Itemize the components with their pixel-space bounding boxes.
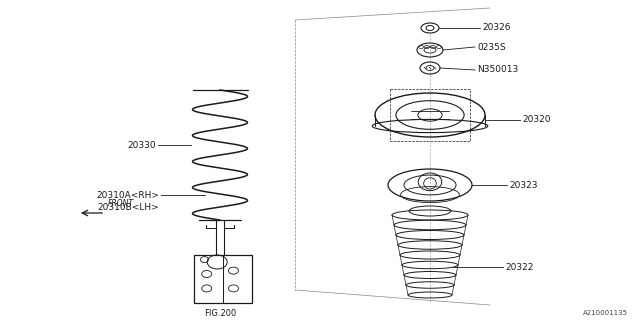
Bar: [194, 255, 252, 303]
Text: 20330: 20330: [127, 140, 156, 149]
Text: 0235S: 0235S: [477, 43, 506, 52]
Text: 20310B<LH>: 20310B<LH>: [97, 203, 159, 212]
Text: 20326: 20326: [482, 23, 511, 33]
Text: 20322: 20322: [505, 262, 533, 271]
Text: 20310A<RH>: 20310A<RH>: [96, 190, 159, 199]
Text: 20323: 20323: [509, 180, 538, 189]
Text: A210001135: A210001135: [583, 310, 628, 316]
Text: 20320: 20320: [522, 116, 550, 124]
Bar: [390, 89, 470, 141]
Text: FRONT: FRONT: [108, 199, 134, 208]
Text: FIG.200: FIG.200: [204, 308, 236, 317]
Text: N350013: N350013: [477, 66, 518, 75]
